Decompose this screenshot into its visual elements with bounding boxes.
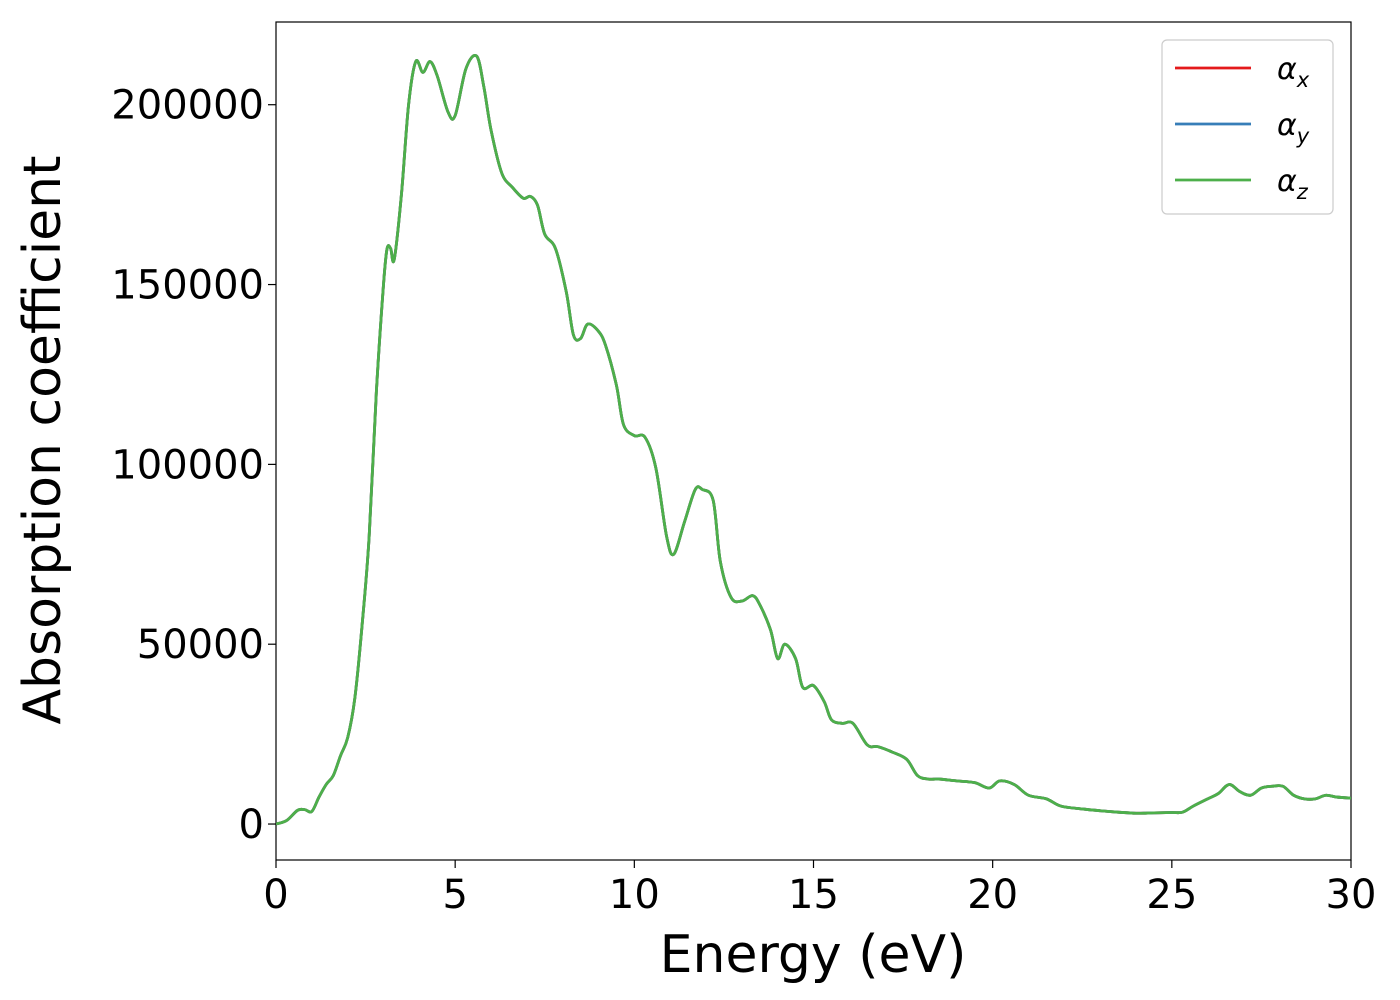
series-layer <box>276 54 1351 826</box>
y-axis-ticks: 0 50000 100000 150000 200000 <box>111 83 276 848</box>
x-tick-label: 15 <box>788 872 839 918</box>
x-tick-label: 20 <box>967 872 1018 918</box>
legend-entry: αy <box>1277 108 1310 148</box>
x-tick-label: 30 <box>1326 872 1377 918</box>
legend: αx αy αz <box>1161 39 1334 215</box>
y-tick-label: 50000 <box>137 622 264 668</box>
series-line-3 <box>276 54 1351 826</box>
x-tick-label: 5 <box>442 872 467 918</box>
x-tick-label: 25 <box>1146 872 1197 918</box>
y-tick-label: 100000 <box>111 442 264 488</box>
legend-entry: αz <box>1277 164 1309 204</box>
legend-entry: αx <box>1277 52 1310 92</box>
y-tick-label: 150000 <box>111 263 264 309</box>
x-axis-label: Energy (eV) <box>660 925 967 985</box>
y-tick-label: 200000 <box>111 83 264 129</box>
x-tick-label: 0 <box>263 872 288 918</box>
y-tick-label: 0 <box>239 802 264 848</box>
x-tick-label: 10 <box>609 872 660 918</box>
legend-box <box>1161 39 1334 215</box>
y-axis-label: Absorption coefficient <box>13 155 73 724</box>
x-axis-ticks: 0 5 10 15 20 25 30 <box>263 860 1376 918</box>
